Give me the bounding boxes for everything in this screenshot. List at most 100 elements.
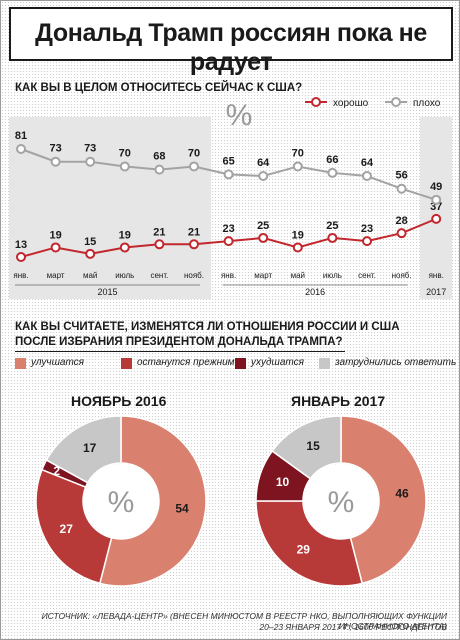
point-1-7 <box>258 171 269 181</box>
point-1-4 <box>154 164 165 175</box>
slice-label-1-2: 2 <box>53 464 60 478</box>
point-0-12 <box>431 213 442 224</box>
page-title: Дональд Трамп россиян пока не радует <box>35 19 427 76</box>
legend-swatch-improve <box>15 358 26 369</box>
slice-1-0 <box>98 415 207 587</box>
point-0-10 <box>362 236 372 247</box>
point-1-11 <box>396 183 407 194</box>
data-label-1-12: 49 <box>430 181 442 193</box>
legend-swatch-same <box>121 358 132 369</box>
source-note-line1: ИСТОЧНИК: «ЛЕВАДА-ЦЕНТР» (ВНЕСЕН МИНЮСТО… <box>41 611 447 631</box>
point-1-3 <box>119 161 130 172</box>
point-1-9 <box>327 167 338 178</box>
point-0-9 <box>327 232 338 243</box>
data-label-1-2: 73 <box>84 143 96 155</box>
point-1-2 <box>85 156 96 167</box>
legend-label-same: останутся прежними <box>137 357 241 368</box>
data-label-0-1: 19 <box>49 229 61 241</box>
donut-chart-jan-2017: 46 29 10 15% <box>255 415 427 587</box>
data-label-1-3: 70 <box>119 147 131 159</box>
x-tick-0: янв. <box>13 271 28 280</box>
legend-label-hard: затруднились ответить <box>335 357 457 368</box>
x-tick-7: март <box>254 271 272 280</box>
data-label-0-4: 21 <box>153 226 165 238</box>
donut-percent-1: % <box>108 486 135 519</box>
data-label-1-0: 81 <box>15 130 27 142</box>
data-label-1-5: 70 <box>188 147 200 159</box>
x-tick-3: июль <box>115 271 134 280</box>
question-relations-line2: ПОСЛЕ ИЗБРАНИЯ ПРЕЗИДЕНТОМ ДОНАЛЬДА ТРАМ… <box>15 336 343 348</box>
point-1-0 <box>16 144 26 154</box>
point-0-6 <box>223 236 234 247</box>
data-label-1-6: 65 <box>222 155 234 167</box>
legend-swatch-hard <box>319 358 330 369</box>
legend-label-0: хорошо <box>333 98 369 109</box>
year-label-1: 2016 <box>305 287 325 297</box>
x-tick-5: нояб. <box>184 271 204 280</box>
data-label-1-4: 68 <box>153 151 165 163</box>
data-label-0-8: 19 <box>292 229 304 241</box>
data-label-1-9: 66 <box>326 154 338 166</box>
data-label-0-10: 23 <box>361 223 373 235</box>
question-underline <box>15 351 345 352</box>
slice-label-1-3: 17 <box>83 441 97 455</box>
x-tick-6: янв. <box>221 271 236 280</box>
legend-swatch-worse <box>235 358 246 369</box>
x-tick-8: май <box>291 271 305 280</box>
year-panel-2017 <box>420 117 452 299</box>
x-tick-10: сент. <box>358 271 376 280</box>
data-label-0-2: 15 <box>84 236 96 248</box>
point-0-3 <box>119 242 130 253</box>
slice-2-3 <box>271 415 342 480</box>
x-tick-9: июль <box>323 271 342 280</box>
point-1-6 <box>223 169 234 180</box>
slice-label-2-2: 10 <box>276 475 290 489</box>
slice-2-0 <box>340 415 427 585</box>
point-1-12 <box>431 194 442 205</box>
donut-hole-2 <box>304 464 378 538</box>
slice-2-1 <box>255 500 364 587</box>
point-1-1 <box>50 156 61 167</box>
x-tick-4: сент. <box>150 271 168 280</box>
point-0-8 <box>292 242 303 253</box>
point-0-2 <box>85 248 96 259</box>
data-label-0-0: 13 <box>15 239 27 251</box>
data-label-1-11: 56 <box>395 170 407 182</box>
donut-percent-2: % <box>328 486 355 519</box>
slice-label-2-1: 29 <box>297 543 311 557</box>
slice-label-1-1: 27 <box>60 522 74 536</box>
pie-title-nov-2016: НОЯБРЬ 2016 <box>71 393 167 409</box>
question-relations: КАК ВЫ СЧИТАЕТЕ, ИЗМЕНЯТСЯ ЛИ ОТНОШЕНИЯ … <box>15 320 445 350</box>
line-chart: % хорошо плохо 13 19 15 19 21 21 23 25 19 25 23 28 37 81… <box>9 97 452 299</box>
data-label-1-1: 73 <box>49 143 61 155</box>
year-label-2: 2017 <box>426 287 446 297</box>
point-1-10 <box>362 171 372 181</box>
data-label-0-6: 23 <box>222 223 234 235</box>
legend-label-improve: улучшатся <box>31 357 85 368</box>
point-0-0 <box>16 252 26 262</box>
year-panel-2015 <box>9 117 211 299</box>
pie-title-jan-2017: ЯНВАРЬ 2017 <box>291 393 386 409</box>
point-1-5 <box>189 161 199 172</box>
data-label-0-9: 25 <box>326 220 338 232</box>
point-1-8 <box>292 161 303 172</box>
data-label-1-8: 70 <box>292 147 304 159</box>
source-note-line2: 20–23 ЯНВАРЯ 2017 Г., 1600 РЕСПОНДЕНТОВ <box>259 622 447 632</box>
x-tick-2: май <box>83 271 97 280</box>
legend-label-worse: ухудшатся <box>251 357 304 368</box>
title-box: Дональд Трамп россиян пока не радует <box>9 7 453 76</box>
legend-marker-1 <box>391 97 401 107</box>
donut-chart-nov-2016: 54 27 2 17% <box>35 415 207 587</box>
data-label-0-5: 21 <box>188 226 200 238</box>
question-attitude: КАК ВЫ В ЦЕЛОМ ОТНОСИТЕСЬ СЕЙЧАС К США? <box>15 82 303 94</box>
data-label-0-3: 19 <box>119 229 131 241</box>
x-tick-1: март <box>47 271 65 280</box>
x-tick-11: нояб. <box>392 271 412 280</box>
x-tick-12: янв. <box>429 271 444 280</box>
point-0-7 <box>258 232 269 243</box>
data-label-0-7: 25 <box>257 220 269 232</box>
slice-1-1 <box>35 468 113 585</box>
slice-label-2-0: 46 <box>395 486 409 500</box>
slice-label-1-0: 54 <box>175 502 189 516</box>
